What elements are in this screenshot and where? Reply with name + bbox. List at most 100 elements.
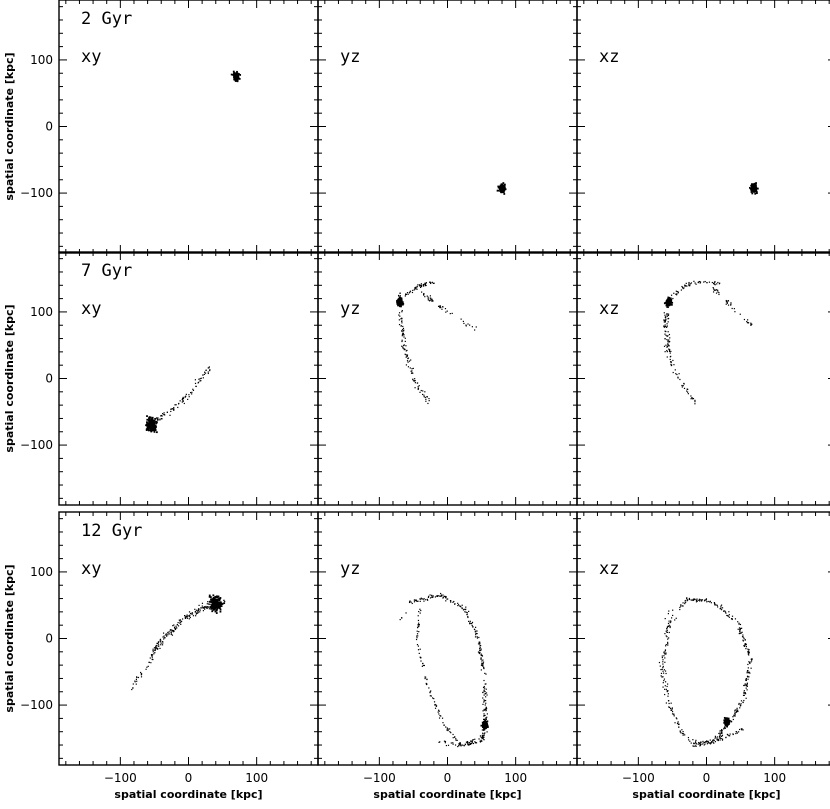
- particle: [177, 406, 179, 409]
- particle: [669, 621, 671, 624]
- particle: [412, 372, 414, 374]
- particle: [755, 191, 758, 193]
- particle: [407, 293, 409, 295]
- particle: [664, 657, 666, 659]
- particle: [670, 363, 672, 365]
- particle: [155, 422, 157, 425]
- particle: [157, 419, 159, 421]
- particle: [429, 691, 431, 693]
- particle: [738, 623, 740, 625]
- particle: [442, 597, 444, 599]
- particle: [715, 736, 717, 738]
- particle: [416, 286, 418, 288]
- particle: [664, 333, 666, 335]
- particle: [467, 615, 469, 618]
- x-tick-label: 0: [703, 771, 711, 785]
- particle: [420, 283, 422, 285]
- particle: [699, 745, 701, 747]
- particle: [698, 743, 701, 745]
- particle: [724, 727, 726, 729]
- particle: [165, 633, 167, 636]
- particle: [724, 610, 726, 612]
- particle: [481, 734, 484, 736]
- particle: [429, 300, 431, 302]
- particle: [669, 358, 671, 361]
- particle: [684, 599, 686, 602]
- particle: [754, 192, 757, 195]
- particle: [717, 606, 719, 608]
- particle: [151, 656, 153, 658]
- particle: [467, 323, 469, 325]
- particle: [739, 632, 741, 634]
- particle: [423, 664, 425, 667]
- particle: [454, 744, 457, 746]
- particle: [153, 423, 155, 425]
- particle: [480, 644, 482, 647]
- particle: [662, 663, 664, 665]
- particle: [416, 288, 418, 290]
- particle: [479, 645, 481, 647]
- particle: [742, 636, 744, 638]
- particle: [203, 607, 205, 609]
- particle: [205, 606, 207, 608]
- particle: [673, 715, 675, 717]
- particle: [483, 699, 485, 701]
- particle: [179, 400, 181, 402]
- particle: [704, 280, 706, 283]
- particle: [437, 595, 439, 597]
- particle: [405, 293, 408, 295]
- particle: [744, 643, 746, 645]
- particle: [699, 600, 701, 602]
- particle: [477, 651, 480, 653]
- particle: [452, 733, 454, 736]
- particle: [424, 282, 426, 284]
- particle: [148, 661, 150, 663]
- particle: [747, 650, 750, 652]
- particle: [206, 606, 208, 608]
- particle: [464, 611, 466, 613]
- particle: [403, 334, 405, 336]
- particle: [435, 705, 438, 707]
- particle: [484, 727, 486, 730]
- x-tick-label: 0: [444, 771, 452, 785]
- particle: [426, 598, 429, 600]
- particle: [694, 598, 696, 600]
- particle: [461, 607, 463, 609]
- particle: [415, 287, 417, 289]
- particle: [667, 331, 669, 333]
- particle: [197, 611, 199, 614]
- panel-frame: [317, 251, 578, 506]
- particle: [214, 607, 217, 610]
- particle: [746, 683, 748, 685]
- particle: [672, 371, 674, 374]
- particle: [140, 673, 142, 675]
- particle: [421, 665, 423, 667]
- particle: [687, 736, 690, 739]
- particle: [730, 302, 732, 304]
- particle: [685, 282, 687, 284]
- particle: [453, 600, 455, 603]
- particle: [462, 609, 465, 611]
- particle: [471, 326, 473, 328]
- particle: [401, 318, 403, 320]
- particle: [714, 603, 716, 605]
- particle: [212, 608, 215, 610]
- particle: [475, 632, 477, 634]
- particle: [170, 633, 172, 636]
- projection-label: xy: [81, 47, 101, 67]
- particle: [419, 284, 421, 287]
- particle: [479, 740, 481, 742]
- particle: [679, 378, 681, 381]
- particle: [195, 613, 197, 615]
- particle: [673, 292, 675, 294]
- particle: [681, 729, 683, 731]
- panel-7gyr-yz: yz: [317, 251, 578, 506]
- particle: [687, 599, 689, 601]
- particle: [665, 644, 667, 646]
- particle: [401, 299, 403, 301]
- particle: [483, 728, 485, 730]
- particle: [663, 655, 665, 657]
- particle: [702, 742, 704, 744]
- particle: [746, 320, 748, 323]
- particle: [663, 302, 666, 305]
